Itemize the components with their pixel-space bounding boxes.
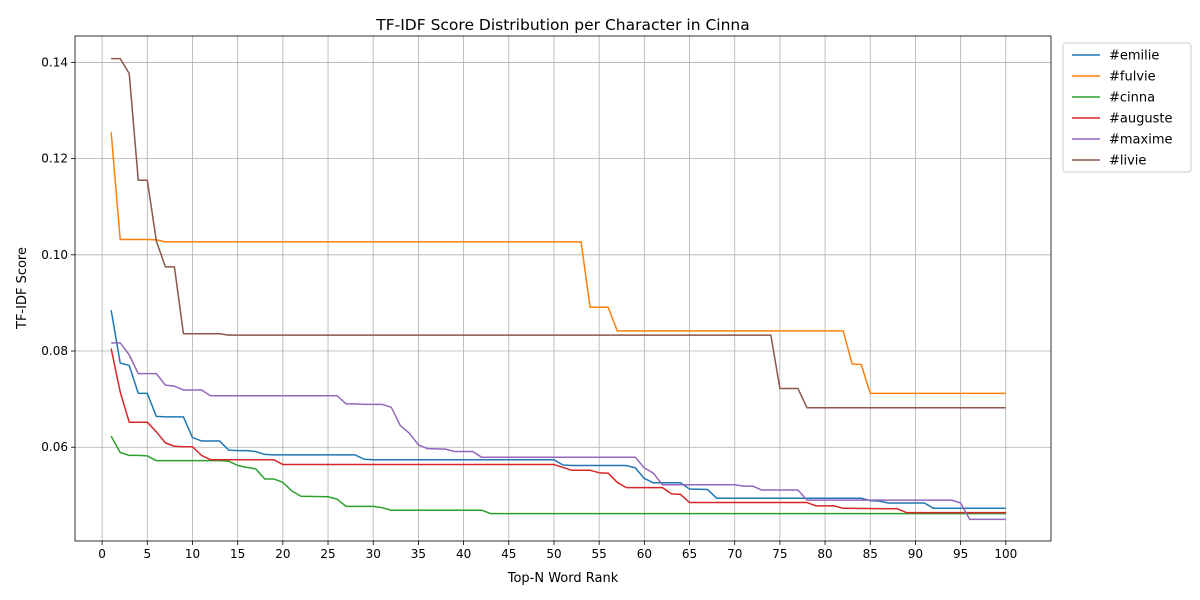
series-line-maxime [111,342,1006,521]
x-tick-label: 55 [592,547,607,561]
x-axis-ticks: 0 5 10 15 20 25 30 35 40 45 50 55 60 65 70 75 80 85 90 95 10… [98,541,1017,561]
x-tick-label: 100 [994,547,1017,561]
y-axis-ticks: 0.06 0.08 0.10 0.12 0.14 [41,55,75,454]
legend-label-emilie: #emilie [1109,49,1159,64]
series-line-fulvie [110,132,1006,395]
x-tick-label: 70 [727,547,742,561]
x-tick-label: 60 [637,547,652,561]
x-tick-label: 20 [275,547,290,561]
x-tick-label: 50 [546,547,561,561]
x-axis-label: Top-N Word Rank [507,571,619,586]
x-tick-label: 5 [143,547,151,561]
series-lines [110,57,1006,521]
series-line-livie [111,57,1006,409]
chart-title: TF-IDF Score Distribution per Character … [375,16,749,34]
y-tick-label: 0.10 [41,248,68,262]
x-tick-label: 90 [908,547,923,561]
series-line-cinna [110,435,1006,515]
x-tick-label: 35 [411,547,426,561]
x-tick-label: 10 [185,547,200,561]
series-line-emilie [110,310,1006,510]
legend-label-maxime: #maxime [1109,133,1173,148]
x-tick-label: 25 [320,547,335,561]
x-tick-label: 85 [863,547,878,561]
x-tick-label: 80 [817,547,832,561]
y-tick-label: 0.06 [41,440,68,454]
legend-label-fulvie: #fulvie [1109,70,1156,85]
x-tick-label: 45 [501,547,516,561]
x-tick-label: 15 [230,547,245,561]
plot-area-frame [74,35,1052,542]
series-line-auguste [110,348,1006,514]
legend-label-cinna: #cinna [1109,91,1155,106]
y-tick-label: 0.08 [41,344,68,358]
x-tick-label: 30 [366,547,381,561]
grid-lines [75,36,1051,541]
x-tick-label: 95 [953,547,968,561]
y-tick-label: 0.12 [41,152,68,166]
x-tick-label: 40 [456,547,471,561]
y-tick-label: 0.14 [41,55,68,69]
legend-label-auguste: #auguste [1109,112,1172,127]
x-tick-label: 65 [682,547,697,561]
legend: #emilie #fulvie #cinna #auguste #maxime #livi… [1062,42,1192,173]
legend-label-livie: #livie [1109,154,1146,169]
x-tick-label: 75 [772,547,787,561]
y-axis-label: TF-IDF Score [15,247,30,330]
x-tick-label: 0 [98,547,106,561]
